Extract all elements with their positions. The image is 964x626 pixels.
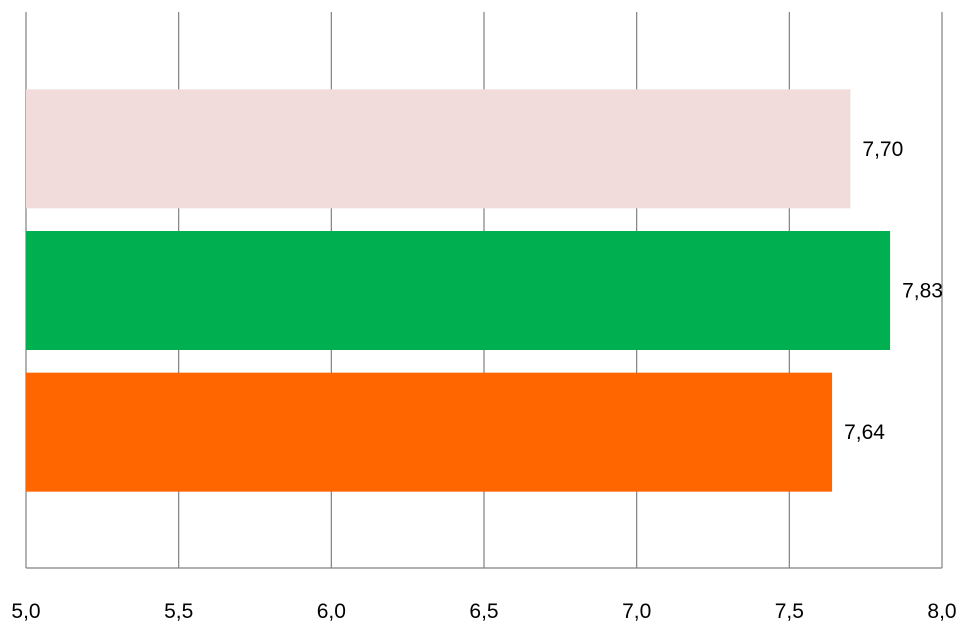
bar — [26, 89, 851, 209]
x-tick-label: 6,0 — [317, 600, 346, 623]
data-label: 7,83 — [902, 280, 943, 303]
x-axis: 5,0 5,5 6,0 6,5 7,0 7,5 8,0 — [11, 567, 957, 623]
x-tick-label: 5,0 — [11, 600, 40, 623]
bars: 7,70 7,83 7,64 — [26, 89, 943, 492]
x-tick-label: 7,0 — [622, 600, 651, 623]
bar — [26, 372, 833, 492]
x-tick-label: 5,5 — [164, 600, 193, 623]
data-label: 7,64 — [844, 421, 885, 444]
data-label: 7,70 — [862, 138, 903, 161]
x-tick-label: 6,5 — [469, 600, 498, 623]
x-tick-label: 8,0 — [927, 600, 956, 623]
x-tick-label: 7,5 — [775, 600, 804, 623]
bar — [26, 231, 891, 350]
